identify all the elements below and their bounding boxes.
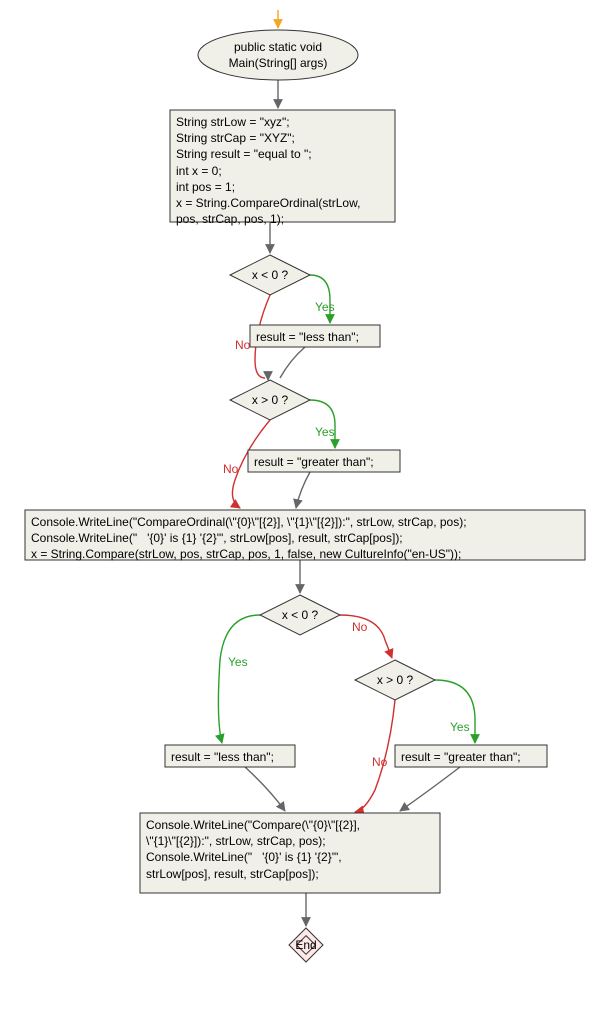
process-node xyxy=(248,450,400,472)
process-node xyxy=(395,745,547,767)
end-node xyxy=(289,928,323,962)
flow-edge xyxy=(400,767,460,811)
flow-edge xyxy=(355,700,395,812)
flow-edge xyxy=(218,615,260,743)
flowchart-canvas: YesNoYesNoYesNoYesNopublic static void M… xyxy=(0,0,612,1028)
process-node xyxy=(25,510,585,560)
flowchart-svg xyxy=(0,0,612,1028)
flow-edge xyxy=(340,615,392,658)
process-node xyxy=(140,813,440,893)
process-node xyxy=(250,325,380,347)
flow-edge xyxy=(296,472,310,508)
flow-edge xyxy=(310,275,330,323)
start-node xyxy=(198,30,358,80)
decision-node xyxy=(355,660,435,700)
flow-edge xyxy=(435,680,475,743)
decision-node xyxy=(230,380,310,420)
flow-edge xyxy=(245,767,285,811)
process-node xyxy=(165,745,295,767)
decision-node xyxy=(230,255,310,295)
decision-node xyxy=(260,595,340,635)
process-node xyxy=(170,110,395,222)
flow-edge xyxy=(280,347,305,378)
flow-edge xyxy=(310,400,335,448)
